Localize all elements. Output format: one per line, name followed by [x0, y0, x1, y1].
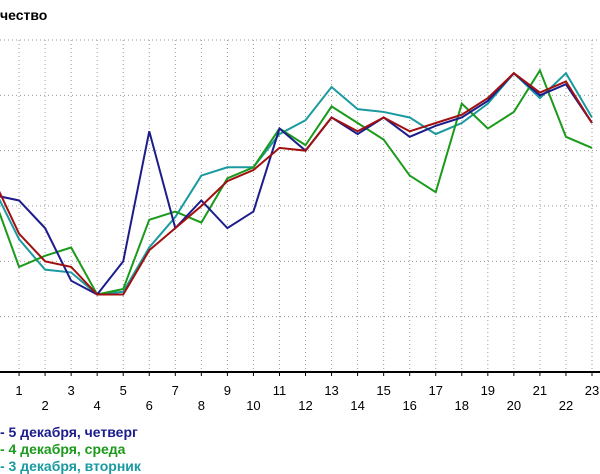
- x-tick-label: 21: [533, 383, 547, 398]
- axes: [0, 371, 600, 376]
- x-tick-label: 12: [298, 398, 312, 413]
- x-tick-label: 16: [402, 398, 416, 413]
- x-tick-label: 23: [585, 383, 599, 398]
- x-tick-label: 18: [455, 398, 469, 413]
- x-tick-label: 8: [198, 398, 205, 413]
- x-tick-label: 17: [429, 383, 443, 398]
- legend-entry: - 5 декабря, четверг: [0, 424, 138, 440]
- chart-title: чество: [0, 7, 48, 23]
- x-tick-label: 14: [350, 398, 364, 413]
- x-tick-label: 13: [324, 383, 338, 398]
- x-tick-label: 11: [273, 383, 287, 398]
- series-lines: [0, 68, 593, 296]
- series-line: [0, 68, 593, 296]
- grid-lines: [0, 39, 600, 372]
- legend-entry: - 4 декабря, среда: [0, 441, 126, 457]
- x-tick-label: 5: [120, 383, 127, 398]
- x-tick-label: 15: [376, 383, 390, 398]
- x-tick-label: 6: [146, 398, 153, 413]
- x-tick-label: 1: [15, 383, 22, 398]
- x-tick-label: 2: [41, 398, 48, 413]
- x-tick-label: 22: [559, 398, 573, 413]
- x-tick-label: 19: [481, 383, 495, 398]
- x-tick-label: 20: [507, 398, 521, 413]
- series-line: [0, 71, 593, 296]
- x-tick-label: 10: [246, 398, 260, 413]
- series-line: [0, 71, 593, 296]
- x-tick-label: 3: [68, 383, 75, 398]
- legend-entry: - 3 декабря, вторник: [0, 458, 141, 474]
- x-tick-label: 7: [172, 383, 179, 398]
- x-tick-label: 9: [224, 383, 231, 398]
- x-tick-label: 4: [94, 398, 101, 413]
